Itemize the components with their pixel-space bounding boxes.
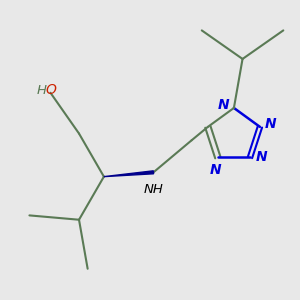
Text: N: N (265, 117, 277, 131)
Polygon shape (104, 171, 154, 177)
Text: N: N (209, 164, 221, 177)
Text: NH: NH (143, 183, 164, 196)
Text: O: O (45, 83, 56, 97)
Text: H: H (37, 84, 46, 97)
Text: N: N (217, 98, 229, 112)
Text: N: N (256, 151, 268, 164)
